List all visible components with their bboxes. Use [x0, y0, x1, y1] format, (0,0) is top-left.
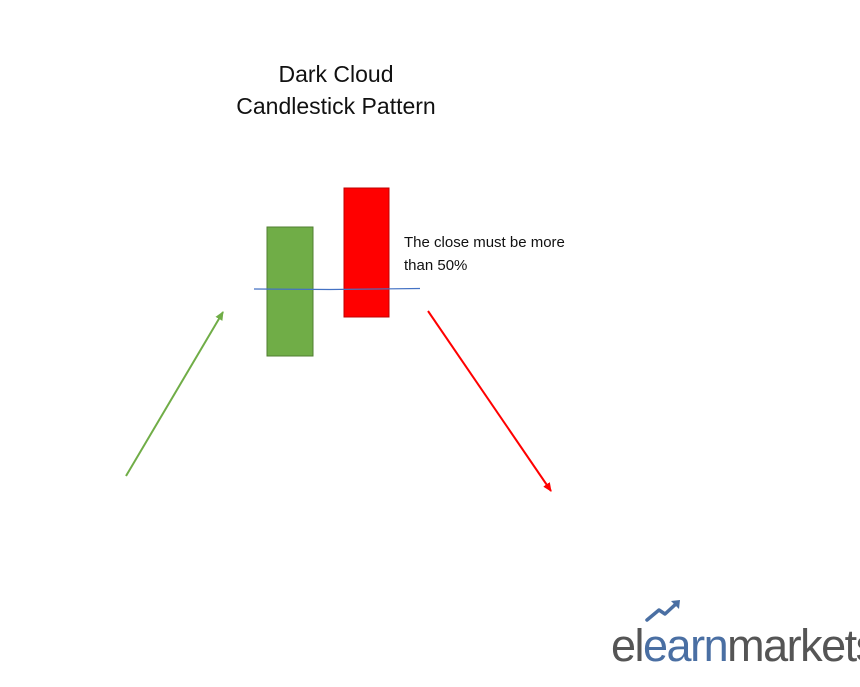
title-line-1: Dark Cloud: [278, 61, 394, 87]
midpoint-line: [253, 287, 421, 291]
bullish-candle: [266, 226, 314, 357]
uptrend-arrow: [125, 311, 224, 477]
annotation-line-1: The close must be more: [404, 234, 565, 251]
downtrend-arrow: [427, 310, 552, 492]
rising-chart-arrow-icon: [645, 600, 680, 622]
logo-part-earn: earn: [643, 620, 729, 671]
logo-wordmark: elearnmarkets: [611, 620, 860, 672]
title-line-2: Candlestick Pattern: [236, 93, 436, 119]
elearnmarkets-logo: elearnmarkets: [611, 600, 860, 672]
bearish-candle: [343, 187, 390, 318]
logo-part-markets: markets: [727, 620, 860, 671]
diagram-title: Dark Cloud Candlestick Pattern: [196, 58, 476, 122]
logo-part-el: el: [611, 620, 645, 671]
annotation-line-2: than 50%: [404, 257, 468, 274]
midpoint-annotation: The close must be more than 50%: [404, 231, 614, 277]
